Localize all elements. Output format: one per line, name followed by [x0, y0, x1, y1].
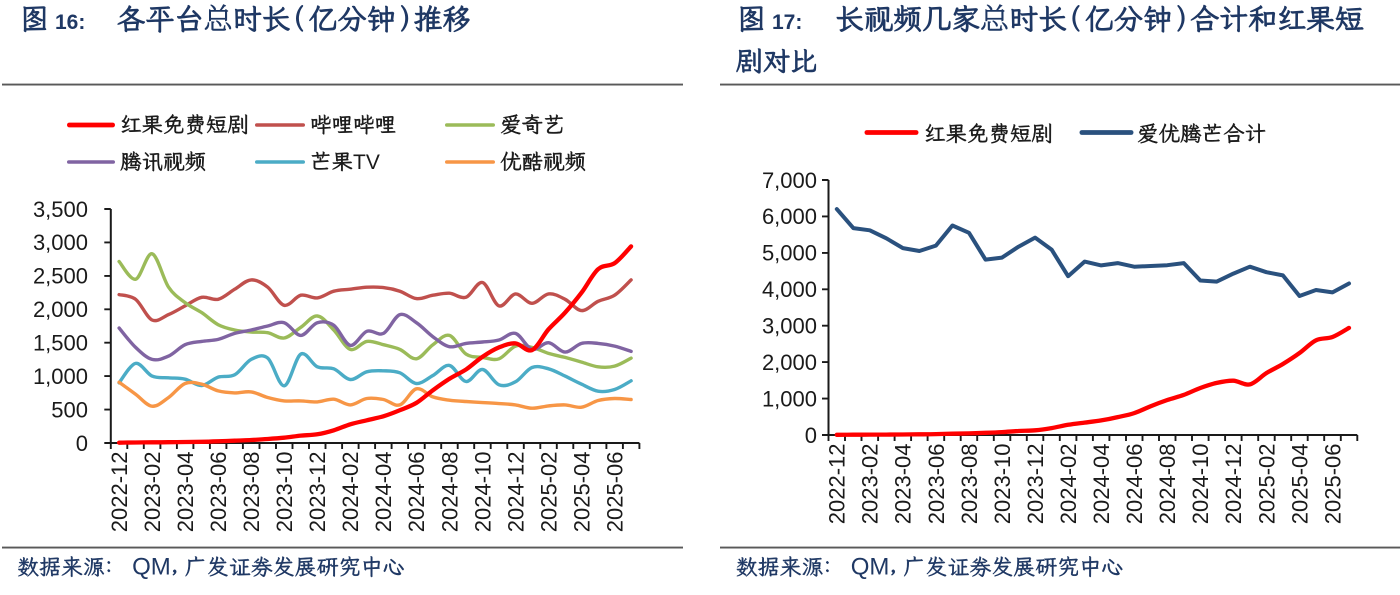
svg-text:2023-10: 2023-10	[990, 444, 1015, 525]
svg-text:2023-08: 2023-08	[239, 452, 264, 533]
svg-text:2023-02: 2023-02	[858, 444, 883, 525]
svg-text:4,000: 4,000	[762, 277, 817, 302]
svg-text:2024-02: 2024-02	[338, 452, 363, 533]
svg-text:2025-04: 2025-04	[569, 452, 594, 533]
svg-text:2024-08: 2024-08	[1155, 444, 1180, 525]
svg-text:2023-04: 2023-04	[173, 452, 198, 533]
svg-text:3,000: 3,000	[33, 230, 88, 255]
svg-text:17:: 17:	[772, 11, 802, 34]
svg-text:2,000: 2,000	[762, 350, 817, 375]
svg-text:2023-08: 2023-08	[957, 444, 982, 525]
svg-text:3,500: 3,500	[33, 197, 88, 222]
svg-text:2024-12: 2024-12	[503, 452, 528, 533]
svg-text:2024-04: 2024-04	[371, 452, 396, 533]
svg-text:2024-06: 2024-06	[404, 452, 429, 533]
svg-text:0: 0	[76, 431, 88, 456]
svg-text:2025-02: 2025-02	[1254, 444, 1279, 525]
svg-text:2023-10: 2023-10	[272, 452, 297, 533]
svg-text:2024-08: 2024-08	[437, 452, 462, 533]
svg-text:2025-06: 2025-06	[603, 452, 628, 533]
svg-text:3,000: 3,000	[762, 314, 817, 339]
svg-text:5,000: 5,000	[762, 241, 817, 266]
svg-text:2025-04: 2025-04	[1287, 444, 1312, 525]
svg-text:2,000: 2,000	[33, 297, 88, 322]
svg-text:2022-12: 2022-12	[107, 452, 132, 533]
svg-text:2023-04: 2023-04	[891, 444, 916, 525]
svg-text:2025-02: 2025-02	[536, 452, 561, 533]
svg-text:2024-10: 2024-10	[470, 452, 495, 533]
svg-text:2023-06: 2023-06	[924, 444, 949, 525]
svg-text:2023-12: 2023-12	[1023, 444, 1048, 525]
svg-text:2024-02: 2024-02	[1056, 444, 1081, 525]
svg-text:2023-06: 2023-06	[206, 452, 231, 533]
svg-text:7,000: 7,000	[762, 168, 817, 193]
svg-text:2023-12: 2023-12	[305, 452, 330, 533]
svg-text:2023-02: 2023-02	[140, 452, 165, 533]
svg-text:2024-10: 2024-10	[1188, 444, 1213, 525]
svg-text:1,500: 1,500	[33, 331, 88, 356]
svg-text:6,000: 6,000	[762, 204, 817, 229]
svg-text:2022-12: 2022-12	[825, 444, 850, 525]
svg-text:1,000: 1,000	[33, 364, 88, 389]
svg-text:2,500: 2,500	[33, 264, 88, 289]
svg-text:TV: TV	[353, 151, 380, 174]
svg-text:2024-06: 2024-06	[1122, 444, 1147, 525]
svg-text:16:: 16:	[55, 11, 85, 34]
svg-text:2024-04: 2024-04	[1089, 444, 1114, 525]
svg-text:500: 500	[51, 397, 88, 422]
svg-text:0: 0	[805, 423, 817, 448]
svg-text:1,000: 1,000	[762, 386, 817, 411]
svg-text:2024-12: 2024-12	[1221, 444, 1246, 525]
svg-text:2025-06: 2025-06	[1320, 444, 1345, 525]
